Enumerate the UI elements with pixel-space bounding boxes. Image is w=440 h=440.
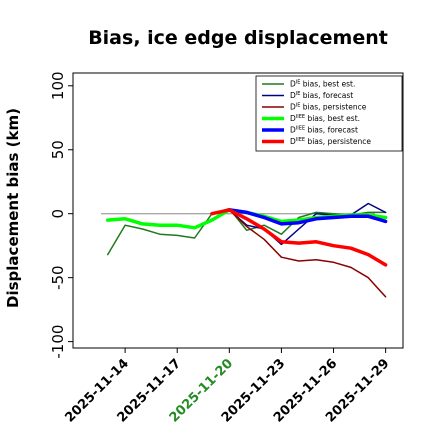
legend-label: DIIEE bias, forecast [290, 126, 358, 135]
y-tick-label: -50 [49, 265, 67, 290]
y-tick-label: 100 [49, 71, 67, 100]
chart-title: Bias, ice edge displacement [88, 27, 388, 49]
y-tick-label: 0 [49, 209, 67, 219]
legend-label: DIE bias, forecast [290, 91, 353, 100]
series-layer [105, 202, 388, 298]
y-tick-label: 50 [49, 140, 67, 159]
y-tick-label: -100 [49, 325, 67, 359]
legend-label: DIE bias, best est. [290, 80, 355, 89]
series-line-5 [227, 208, 388, 226]
legend-label: DIIEE bias, best est. [290, 114, 360, 123]
y-ticks: 100 50 0 -50 -100 [49, 71, 73, 359]
legend: DIE bias, best est. DIE bias, forecast DIE… [255, 75, 403, 152]
series-line-6 [210, 208, 388, 267]
legend-label: DIE bias, persistence [290, 103, 367, 112]
legend-box [255, 75, 403, 152]
x-ticks: 2025-11-142025-11-172025-11-202025-11-23… [63, 348, 392, 426]
legend-label: DIIEE bias, persistence [290, 137, 371, 146]
series-line-3 [228, 209, 387, 298]
y-axis-label: Displacement bias (km) [4, 108, 22, 308]
plot-area [72, 72, 404, 349]
